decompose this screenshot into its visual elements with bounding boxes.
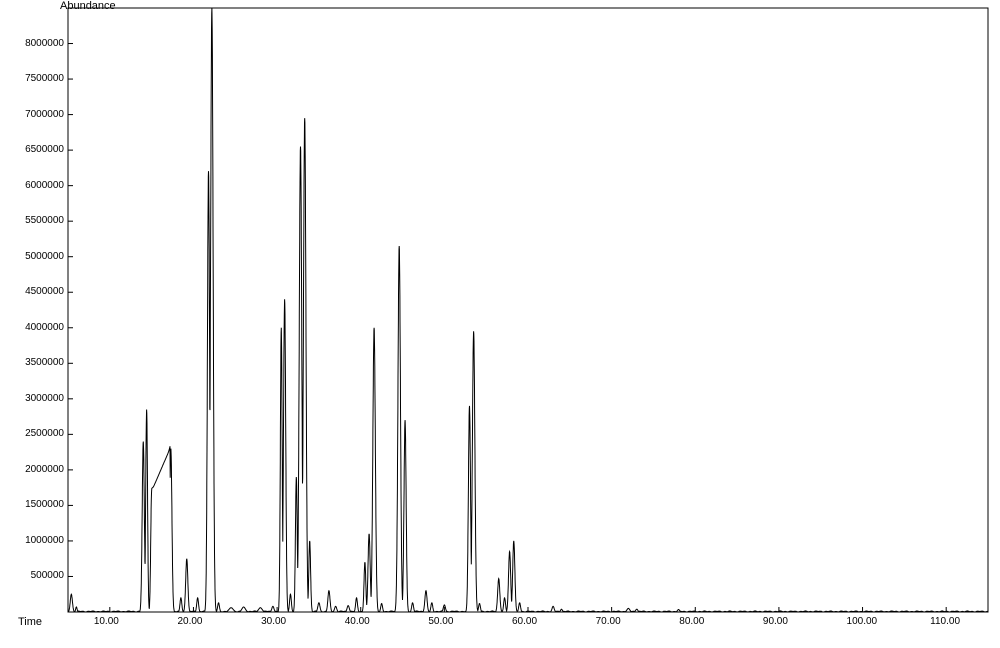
y-tick-label: 3500000 xyxy=(25,357,64,368)
y-tick-label: 1000000 xyxy=(25,535,64,546)
x-tick-label: 60.00 xyxy=(512,616,537,627)
x-tick-label: 90.00 xyxy=(763,616,788,627)
y-tick-label: 2500000 xyxy=(25,428,64,439)
y-tick-label: 4500000 xyxy=(25,286,64,297)
y-tick-label: 7000000 xyxy=(25,109,64,120)
x-tick-label: 30.00 xyxy=(261,616,286,627)
y-tick-label: 500000 xyxy=(31,570,64,581)
y-tick-label: 3000000 xyxy=(25,393,64,404)
y-tick-label: 8000000 xyxy=(25,38,64,49)
x-tick-label: 10.00 xyxy=(94,616,119,627)
x-tick-label: 40.00 xyxy=(345,616,370,627)
x-tick-label: 50.00 xyxy=(428,616,453,627)
y-tick-label: 5000000 xyxy=(25,251,64,262)
y-tick-label: 4000000 xyxy=(25,322,64,333)
x-tick-label: 80.00 xyxy=(679,616,704,627)
x-tick-label: 100.00 xyxy=(847,616,878,627)
x-axis-label: Time xyxy=(18,616,42,628)
x-tick-label: 110.00 xyxy=(930,616,960,627)
x-tick-label: 20.00 xyxy=(177,616,202,627)
y-tick-label: 6500000 xyxy=(25,144,64,155)
y-tick-label: 1500000 xyxy=(25,499,64,510)
y-tick-label: 6000000 xyxy=(25,180,64,191)
x-tick-label: 70.00 xyxy=(596,616,621,627)
y-tick-label: 2000000 xyxy=(25,464,64,475)
y-tick-label: 5500000 xyxy=(25,215,64,226)
chart-svg xyxy=(0,0,1000,648)
chromatogram-chart: Abundance Time 500000 1000000 1500000 20000… xyxy=(0,0,1000,648)
y-axis-label: Abundance xyxy=(60,0,116,12)
y-tick-label: 7500000 xyxy=(25,73,64,84)
